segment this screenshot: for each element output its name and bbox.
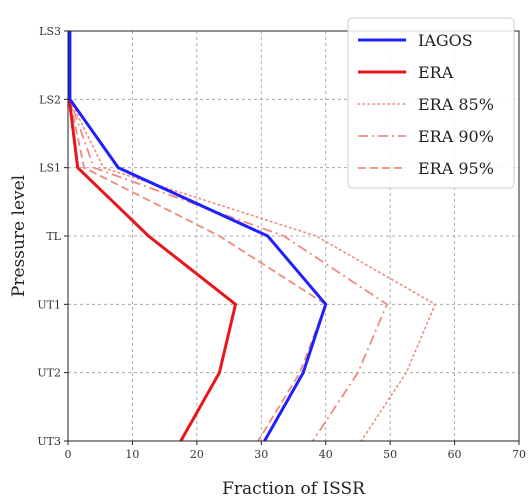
series-line-iagos [68,31,328,442]
x-tick-label: 0 [65,448,72,461]
series-line-era-95 [69,31,327,442]
legend-label: ERA 95% [418,159,494,178]
y-tick-label: LS1 [39,162,61,175]
x-tick-label: 20 [190,448,204,461]
legend-label: ERA 90% [418,127,494,146]
y-tick-label: UT2 [37,367,61,380]
legend-label: IAGOS [418,31,473,50]
legend-label: ERA [418,63,454,82]
legend-label: ERA 85% [418,95,494,114]
x-tick-label: 40 [319,448,333,461]
y-tick-label: UT3 [37,435,61,448]
y-axis-ticks: LS3 LS2 LS1 TL UT1 UT2 UT3 [37,25,68,448]
x-tick-label: 70 [512,448,526,461]
series-group [67,30,437,442]
x-tick-label: 30 [254,448,268,461]
x-tick-label: 10 [125,448,139,461]
y-tick-label: UT1 [37,298,61,311]
y-axis-label: Pressure level [9,175,29,297]
legend: IAGOS ERA ERA 85% ERA 90% ERA 95% [347,17,515,189]
x-axis-ticks: 0 10 20 30 40 50 60 70 [65,441,526,461]
x-axis-label: Fraction of ISSR [222,479,366,497]
y-tick-label: LS3 [39,25,61,38]
legend-box [347,17,515,189]
y-tick-label: TL [46,230,61,243]
series-line-era-85 [69,30,437,442]
x-tick-label: 60 [448,448,462,461]
y-tick-label: LS2 [39,93,61,106]
x-tick-label: 50 [383,448,397,461]
